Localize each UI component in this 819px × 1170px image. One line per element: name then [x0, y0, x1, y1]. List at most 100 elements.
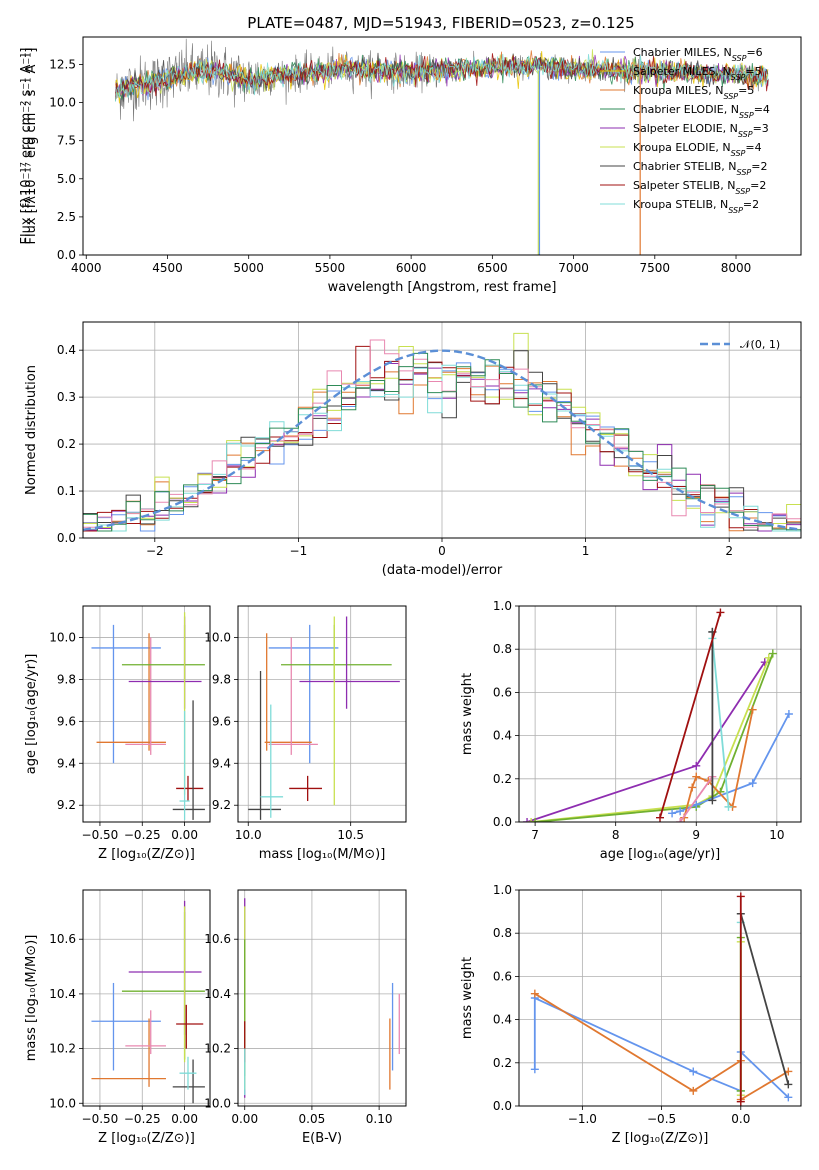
y-tick-label: 9.6 — [212, 714, 231, 728]
series-marker — [736, 1097, 745, 1106]
legend-entry: Kroupa STELIB, NSSP=2 — [633, 198, 759, 215]
series-line — [526, 661, 766, 822]
series-marker — [748, 705, 757, 714]
series-marker — [692, 761, 701, 770]
x-tick-label: −0.5 — [647, 1112, 676, 1126]
x-tick-label: 6000 — [396, 261, 427, 275]
y-tick-label: 2.5 — [57, 210, 76, 224]
massweight_vs_Z-plot-area — [530, 892, 793, 1106]
y-axis-label: mass weight — [460, 673, 475, 755]
massweight_vs_age-axes: 7 8 9 10 0.0 0.2 0.4 0.6 0.8 1.0 age [log₁₀(age/yr… — [460, 599, 802, 862]
spectrum-y-label: Flux [fλ10⁻¹⁷ erg cm⁻² s⁻¹ A⁻¹] — [19, 48, 34, 245]
spectrum-plot-area — [115, 38, 769, 255]
y-axis-label: age [log₁₀(age/yr)] — [24, 654, 39, 775]
axes-frame — [518, 605, 802, 823]
series-line — [739, 913, 790, 1085]
x-tick-label: 8 — [612, 828, 620, 842]
histogram-extra_pink — [83, 339, 801, 528]
residuals-plot-area — [83, 332, 801, 532]
x-axis-label: age [log₁₀(age/yr)] — [600, 847, 721, 862]
series-line — [531, 657, 770, 822]
series-marker — [668, 809, 677, 818]
y-tick-label: 10.2 — [49, 1042, 76, 1056]
y-tick-label: 7.5 — [57, 134, 76, 148]
series-marker — [692, 772, 701, 781]
y-tick-label: 0.2 — [493, 772, 512, 786]
x-axis-label: Z [log₁₀(Z/Z⊙)] — [98, 1131, 195, 1146]
series-marker — [676, 818, 685, 822]
legend-entry: Kroupa ELODIE, NSSP=4 — [633, 141, 762, 158]
x-axis-label: wavelength [Angstrom, rest frame] — [328, 280, 557, 295]
y-tick-label: 9.6 — [57, 714, 76, 728]
y-tick-label: 0.6 — [493, 969, 512, 983]
legend-entry: Chabrier MILES, NSSP=6 — [633, 46, 763, 63]
legend-entry: Chabrier STELIB, NSSP=2 — [633, 160, 767, 177]
legend-entry: Kroupa MILES, NSSP=5 — [633, 84, 754, 101]
x-tick-label: 0.00 — [171, 828, 198, 842]
series-line — [683, 709, 754, 818]
series-marker — [656, 813, 664, 822]
legend-entry: Salpeter MILES, NSSP=5 — [633, 65, 762, 82]
x-tick-label: 6500 — [477, 261, 508, 275]
y-tick-label: 5.0 — [57, 172, 76, 186]
x-tick-label: 4500 — [152, 261, 183, 275]
series-marker — [527, 818, 536, 822]
x-tick-label: 0.00 — [231, 1112, 258, 1126]
y-tick-label: 0.0 — [57, 248, 76, 262]
mass_vs_Z-axes: −0.50 −0.25 0.00 10.0 10.2 10.4 10.6 Z [log₁₀(Z… — [24, 889, 211, 1146]
mass_vs_Z-plot-area — [91, 900, 205, 1104]
age_vs_Z-plot-area — [91, 612, 205, 820]
x-tick-label: −0.25 — [124, 1112, 161, 1126]
y-tick-label: 0.4 — [493, 729, 512, 743]
model-spectrum-kroupa_stelib — [115, 53, 769, 102]
observed-spectrum — [115, 38, 769, 122]
massweight_vs_Z-axes: −1.0 −0.5 0.0 0.0 0.2 0.4 0.6 0.8 1.0 Z [log₁₀(Z/… — [460, 883, 802, 1146]
series-marker — [530, 1065, 539, 1074]
y-tick-label: 0.8 — [493, 926, 512, 940]
mass_vs_EBV-plot-area — [244, 898, 400, 1098]
residuals-axes: −2 −1 0 1 2 0.0 0.1 0.2 0.3 0.4 (data-model)/error… — [24, 321, 802, 578]
x-tick-label: 8000 — [721, 261, 752, 275]
legend-entry: Chabrier ELODIE, NSSP=4 — [633, 103, 770, 120]
y-tick-label: 10.0 — [204, 630, 231, 644]
series-marker — [692, 800, 701, 809]
y-tick-label: 10.6 — [49, 932, 76, 946]
y-tick-label: 0.0 — [493, 815, 512, 829]
x-tick-label: 0 — [438, 544, 446, 558]
x-tick-label: 10.0 — [235, 828, 262, 842]
x-tick-label: −0.50 — [82, 828, 119, 842]
series-marker — [716, 608, 725, 617]
x-tick-label: 4000 — [71, 261, 102, 275]
histogram-chabrier_elodie — [83, 352, 801, 532]
y-tick-label: 0.3 — [57, 390, 76, 404]
y-tick-label: 10.0 — [49, 96, 76, 110]
y-tick-label: 0.2 — [493, 1056, 512, 1070]
y-tick-label: 12.5 — [49, 57, 76, 71]
y-tick-label: 10.6 — [204, 932, 231, 946]
axes-frame — [237, 889, 407, 1107]
axes-frame — [518, 889, 802, 1107]
spectrum-title: PLATE=0487, MJD=51943, FIBERID=0523, z=0… — [247, 14, 634, 32]
x-tick-label: 0.0 — [731, 1112, 750, 1126]
series-marker — [724, 802, 733, 811]
x-tick-label: 7000 — [558, 261, 589, 275]
y-tick-label: 9.4 — [212, 756, 231, 770]
age_vs_mass-axes: 10.0 10.5 9.2 9.4 9.6 9.8 10.0 mass [log₁₀(M/M⊙… — [204, 605, 407, 862]
x-tick-label: 9 — [692, 828, 700, 842]
series-marker — [784, 1080, 793, 1089]
y-tick-label: 0.0 — [493, 1099, 512, 1113]
series-marker — [531, 818, 540, 822]
y-tick-label: 10.4 — [49, 987, 76, 1001]
y-tick-label: 9.4 — [57, 756, 76, 770]
age_vs_Z-axes: −0.50 −0.25 0.00 9.2 9.4 9.6 9.8 10.0 Z [log₁₀(Z… — [24, 605, 211, 862]
y-axis-label: mass weight — [460, 957, 475, 1039]
gaussian-curve — [83, 349, 799, 531]
mass_vs_EBV-axes: 0.00 0.05 0.10 10.0 10.2 10.4 10.6 E(B-V) — [204, 889, 407, 1146]
series-marker — [689, 1067, 698, 1076]
x-axis-label: E(B-V) — [302, 1131, 342, 1146]
legend-entry: Salpeter STELIB, NSSP=2 — [633, 179, 766, 196]
series-marker — [530, 989, 539, 998]
axes-frame — [237, 605, 407, 823]
x-tick-label: 5000 — [233, 261, 264, 275]
y-tick-label: 10.2 — [204, 1042, 231, 1056]
